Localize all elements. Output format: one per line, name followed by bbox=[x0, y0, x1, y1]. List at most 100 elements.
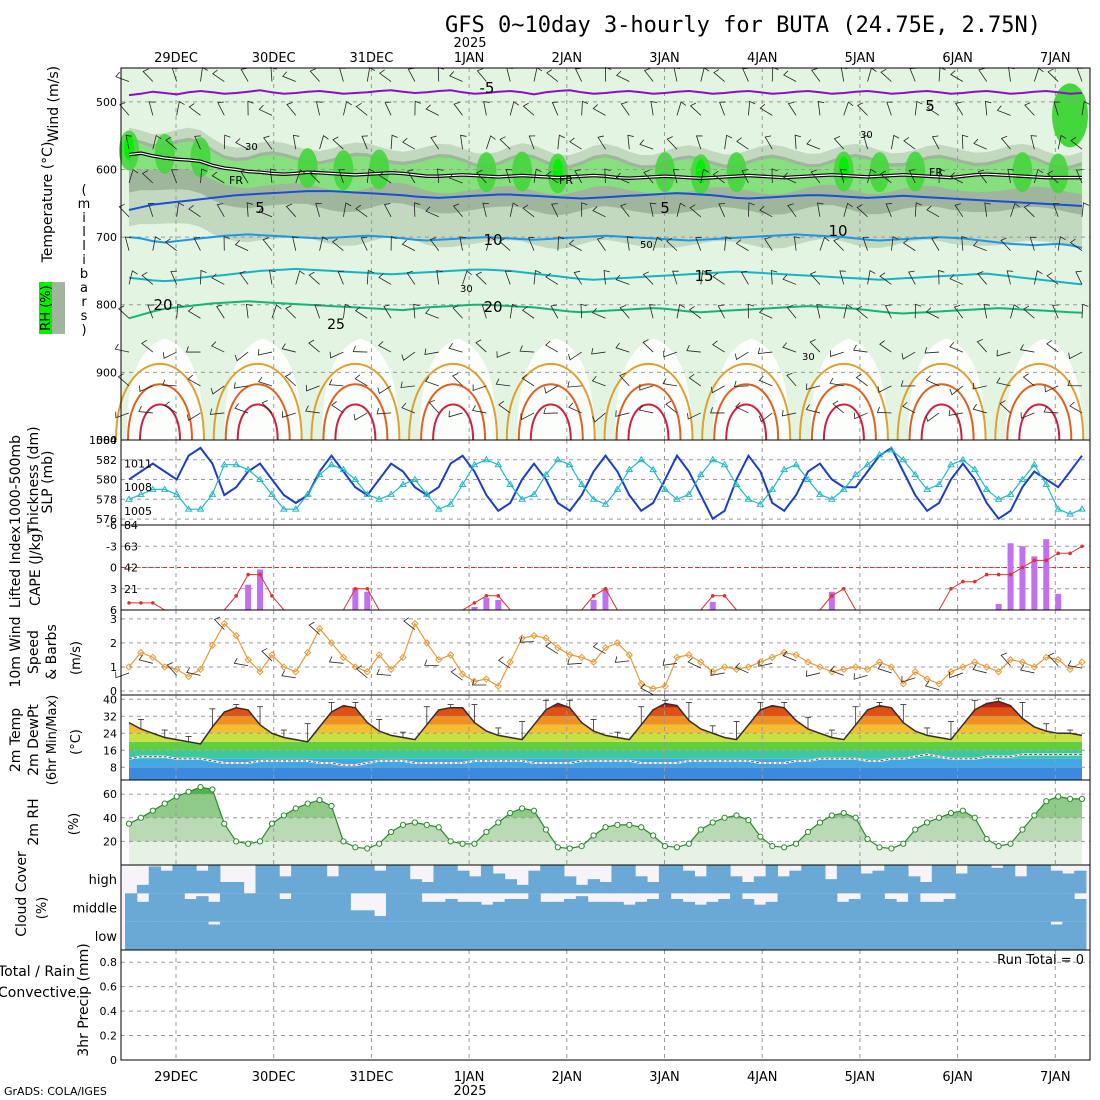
li-tick-label: -3 bbox=[106, 540, 117, 553]
minmax-whisker bbox=[328, 702, 335, 712]
wind-barb bbox=[688, 306, 702, 319]
precip-tick-label: 0 bbox=[110, 1054, 117, 1067]
lifted-index-marker bbox=[996, 572, 1001, 577]
lifted-index-marker bbox=[1044, 558, 1049, 563]
li-tick-label: 3 bbox=[110, 583, 117, 596]
cloud-middle-bar bbox=[1002, 893, 1016, 922]
cloud-low-bar bbox=[469, 921, 482, 950]
wind-barb bbox=[741, 169, 749, 184]
lifted-index-marker bbox=[234, 594, 239, 598]
wind-barb bbox=[476, 169, 487, 184]
minmax-whisker bbox=[947, 721, 954, 740]
lifted-index-marker bbox=[1008, 572, 1013, 577]
pressure-axis-label-char: m bbox=[78, 197, 91, 212]
wind-speed-marker bbox=[637, 680, 645, 688]
wind-barb bbox=[867, 168, 877, 184]
wind-barb bbox=[676, 303, 686, 319]
cloud-low-bar bbox=[184, 921, 197, 950]
cloud-middle-bar bbox=[255, 893, 268, 922]
wind-barb bbox=[200, 168, 208, 184]
slp-thickness-panel bbox=[121, 439, 1090, 525]
cape-bar bbox=[828, 591, 835, 610]
isotherm-line bbox=[128, 233, 1083, 249]
wind-barb bbox=[475, 271, 487, 285]
cloud-high-bar bbox=[480, 865, 494, 894]
cape-tick-label: 21 bbox=[124, 583, 138, 596]
wind-barb bbox=[343, 202, 352, 217]
wind-barb bbox=[747, 303, 755, 319]
cloud-high-bar bbox=[552, 865, 565, 894]
wind-barb bbox=[188, 103, 201, 116]
wind10m-unit-label: (m/s) bbox=[69, 641, 84, 675]
cloud-middle-bar bbox=[172, 893, 185, 922]
wind-barb bbox=[521, 374, 535, 387]
wind-barb bbox=[436, 270, 443, 285]
cloud-middle-bar bbox=[409, 893, 423, 922]
wind-speed-marker bbox=[315, 624, 324, 633]
cloud-high-bar bbox=[445, 865, 458, 894]
surface-wind-barb bbox=[662, 659, 678, 666]
rh2m-marker bbox=[411, 819, 418, 826]
wind-barb bbox=[452, 305, 463, 319]
warm-isotherm-lobe bbox=[627, 403, 670, 441]
warm-isotherm-lobe bbox=[212, 362, 303, 441]
wind-speed-marker bbox=[494, 682, 502, 690]
wind-barb bbox=[308, 271, 320, 285]
wind-barb bbox=[319, 236, 329, 251]
cloud-high-bar bbox=[492, 873, 506, 894]
wind-speed-marker bbox=[613, 639, 622, 647]
wind-barb bbox=[805, 383, 821, 391]
cape-bar bbox=[1031, 556, 1038, 610]
warm-isotherm-lobe bbox=[603, 362, 694, 441]
cloud-middle-bar bbox=[777, 893, 790, 922]
wind10m-frame bbox=[120, 609, 1091, 696]
cloud-middle-bar bbox=[267, 893, 280, 922]
rh2m-marker bbox=[495, 819, 502, 826]
cloud-middle-bar bbox=[504, 899, 518, 922]
cloud-high-bar bbox=[824, 879, 838, 894]
minmax-whisker bbox=[304, 723, 311, 742]
lifted-index-marker bbox=[246, 572, 250, 577]
wind-barb bbox=[475, 339, 487, 353]
warm-isotherm-lobe bbox=[139, 403, 181, 441]
thickness-marker bbox=[553, 455, 562, 463]
wind-barb bbox=[1010, 202, 1020, 217]
surface-wind-barb bbox=[213, 616, 225, 630]
wind-speed-marker bbox=[673, 653, 681, 662]
wind-barb bbox=[843, 202, 853, 217]
thickness-marker bbox=[589, 495, 598, 502]
wind-barb bbox=[863, 135, 870, 150]
thickness-marker bbox=[804, 475, 812, 483]
cape-axis-label: CAPE (J/kg) bbox=[28, 528, 44, 606]
wind-barb bbox=[352, 345, 368, 353]
lifted-index-marker bbox=[258, 572, 262, 577]
rh2m-marker bbox=[471, 840, 478, 847]
surface-wind-barb bbox=[1000, 652, 1011, 666]
cloud-high-bar bbox=[647, 882, 660, 894]
wind-barb bbox=[429, 237, 440, 251]
warm-isotherm-lobe bbox=[310, 362, 401, 441]
thickness-marker bbox=[982, 485, 991, 492]
wind-barb bbox=[926, 205, 940, 218]
cloud-middle-bar bbox=[219, 893, 233, 922]
cloud-middle-bar bbox=[575, 896, 589, 922]
warm-isotherm-lobe bbox=[529, 403, 572, 441]
wind-tick-label: 0 bbox=[110, 685, 117, 698]
wind-barb bbox=[360, 236, 368, 251]
cloud-low-bar bbox=[991, 921, 1004, 950]
cloud-middle-bar bbox=[279, 899, 292, 922]
lifted-index-marker bbox=[1056, 551, 1060, 556]
cloud-low-bar bbox=[231, 921, 245, 950]
year-label-top: 2025 bbox=[453, 36, 486, 51]
thickness-marker bbox=[422, 490, 431, 497]
temp2m-panel bbox=[121, 695, 1090, 780]
wind-barb bbox=[378, 171, 392, 184]
rh2m-marker bbox=[840, 809, 847, 817]
wind-speed-marker bbox=[435, 656, 443, 664]
lifted-index-marker bbox=[1080, 544, 1084, 549]
cloud-high-bar bbox=[670, 865, 684, 894]
cloud-low-bar bbox=[314, 921, 328, 950]
precip-frame bbox=[120, 949, 1091, 1061]
wind-barb bbox=[424, 348, 439, 355]
lifted-index-marker bbox=[484, 594, 489, 598]
